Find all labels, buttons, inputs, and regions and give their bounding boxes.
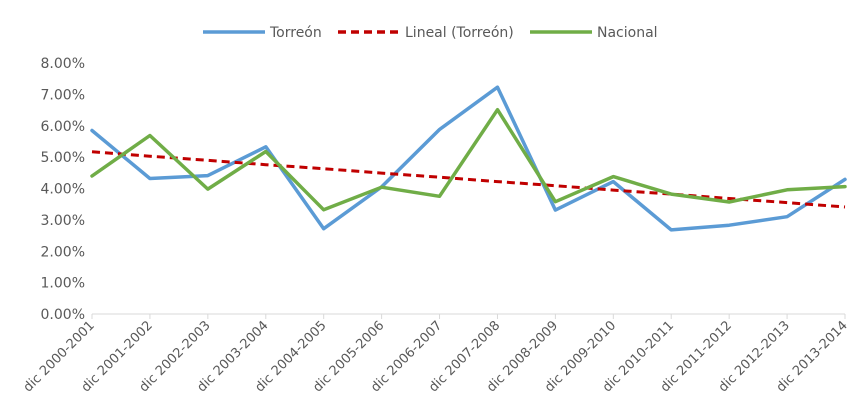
y-tick-label: 3.00% — [41, 213, 85, 229]
y-tick-label: 2.00% — [41, 244, 85, 260]
series-2 — [90, 107, 847, 212]
legend-item: Torreón — [203, 25, 322, 41]
y-tick-label: 6.00% — [41, 119, 85, 135]
data-point — [380, 172, 383, 175]
data-point — [728, 197, 731, 200]
data-point — [844, 185, 847, 188]
series-line — [90, 107, 847, 212]
data-point — [786, 201, 789, 204]
data-point — [438, 176, 441, 179]
data-point — [91, 174, 94, 177]
data-point — [322, 167, 325, 170]
y-tick-label: 5.00% — [41, 150, 85, 166]
legend-item: Nacional — [530, 25, 658, 41]
data-point — [554, 200, 557, 203]
data-point — [496, 180, 499, 183]
y-tick-label: 7.00% — [41, 87, 85, 103]
data-point — [844, 206, 847, 209]
data-point — [264, 163, 267, 166]
data-point — [612, 175, 615, 178]
legend-label: Lineal (Torreón) — [405, 25, 514, 41]
chart-legend: Torreón Lineal (Torreón) Nacional — [203, 25, 658, 41]
legend-label: Nacional — [597, 25, 658, 41]
data-point — [612, 180, 615, 183]
series-1 — [91, 150, 847, 209]
data-point — [496, 108, 499, 111]
data-point — [148, 155, 151, 158]
data-point — [380, 186, 383, 189]
series-line — [90, 85, 847, 232]
y-axis: 0.00% 1.00% 2.00% 3.00% 4.00% 5.00% 6.00% 7.00%… — [41, 56, 85, 323]
data-point — [438, 128, 441, 131]
data-point — [612, 189, 615, 192]
data-point — [206, 188, 209, 191]
data-point — [91, 129, 94, 132]
y-tick-label: 4.00% — [41, 182, 85, 198]
y-tick-label: 0.00% — [41, 307, 85, 323]
data-point — [91, 150, 94, 153]
data-point — [496, 86, 499, 89]
data-point — [206, 174, 209, 177]
data-point — [264, 150, 267, 153]
data-point — [148, 177, 151, 180]
series-layer — [90, 85, 847, 232]
data-point — [322, 227, 325, 230]
data-point — [206, 159, 209, 162]
data-point — [322, 208, 325, 211]
data-point — [148, 134, 151, 137]
data-point — [728, 224, 731, 227]
y-tick-label: 1.00% — [41, 276, 85, 292]
series-line — [91, 150, 846, 209]
data-point — [554, 209, 557, 212]
data-point — [786, 188, 789, 191]
y-tick-label: 8.00% — [41, 56, 85, 72]
data-point — [670, 228, 673, 231]
legend-item: Lineal (Torreón) — [338, 25, 514, 41]
legend-label: Torreón — [269, 25, 322, 41]
series-0 — [90, 85, 847, 232]
data-point — [670, 193, 673, 196]
data-point — [728, 200, 731, 203]
data-point — [554, 184, 557, 187]
data-point — [844, 178, 847, 181]
data-point — [264, 145, 267, 148]
data-point — [786, 215, 789, 218]
data-point — [438, 195, 441, 198]
